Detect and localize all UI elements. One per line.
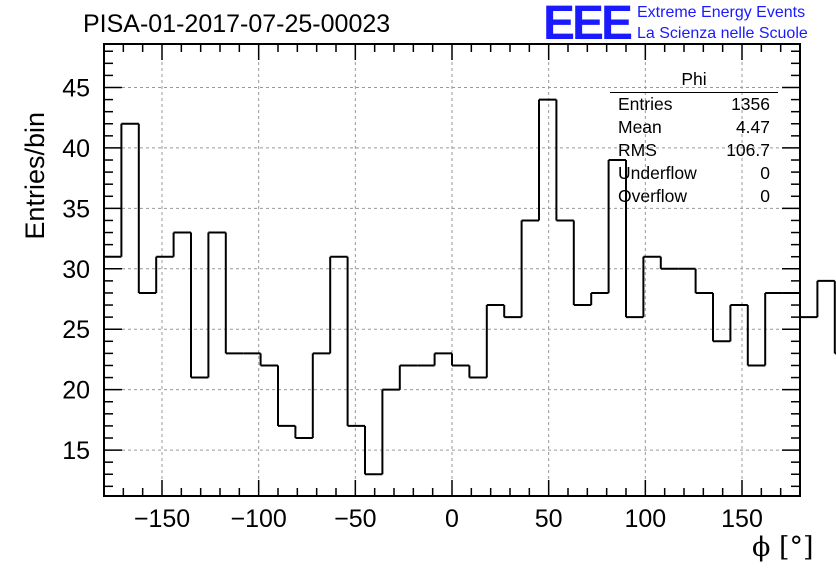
- y-tick-label: 30: [62, 256, 90, 284]
- stats-key: Overflow: [618, 186, 688, 206]
- plot-frame: [103, 43, 801, 497]
- eee-logo: EEE: [543, 0, 633, 50]
- x-tick-label: −150: [134, 505, 190, 533]
- x-tick-label: −50: [334, 505, 376, 533]
- histogram-bins: [104, 98, 836, 476]
- stats-row: Mean 4.47: [610, 116, 778, 139]
- stats-value: 0: [760, 186, 770, 206]
- y-tick-label: 40: [62, 135, 90, 163]
- stats-value: 1356: [731, 94, 770, 114]
- tick-labels: −150 −100 −50 0 50 100 150 15 20 25 30 35 40 45: [62, 75, 763, 533]
- logo-subtitle-line2: La Scienza nelle Scuole: [637, 25, 808, 42]
- stats-value: 4.47: [735, 117, 770, 137]
- y-tick-label: 25: [62, 316, 90, 344]
- stats-box: Phi Entries 1356 Mean 4.47 RMS 106.7 Und…: [610, 69, 778, 208]
- stats-key: Entries: [618, 94, 673, 114]
- stats-key: RMS: [618, 140, 657, 160]
- stats-value: 0: [760, 163, 770, 183]
- y-tick-label: 45: [62, 75, 90, 103]
- y-tick-label: 20: [62, 377, 90, 405]
- logo-subtitle-line1: Extreme Energy Events: [637, 4, 806, 21]
- stats-row: Overflow 0: [610, 185, 778, 208]
- x-axis-label: ϕ [°]: [752, 532, 814, 563]
- y-tick-label: 15: [62, 437, 90, 465]
- stats-row: Entries 1356: [610, 93, 778, 116]
- stats-key: Underflow: [618, 163, 697, 183]
- y-tick-label: 35: [62, 195, 90, 223]
- axis-ticks: [104, 44, 800, 496]
- y-axis-label: Entries/bin: [20, 112, 50, 240]
- x-tick-label: −100: [231, 505, 287, 533]
- x-tick-label: 0: [445, 505, 459, 533]
- x-tick-label: 150: [721, 505, 763, 533]
- stats-row: RMS 106.7: [610, 139, 778, 162]
- stats-value: 106.7: [726, 140, 770, 160]
- stats-key: Mean: [618, 117, 662, 137]
- x-tick-label: 100: [624, 505, 666, 533]
- grid-lines: [104, 44, 800, 496]
- chart-title: PISA-01-2017-07-25-00023: [83, 10, 391, 38]
- stats-row: Underflow 0: [610, 162, 778, 185]
- stats-box-title: Phi: [610, 69, 778, 93]
- x-tick-label: 50: [535, 505, 563, 533]
